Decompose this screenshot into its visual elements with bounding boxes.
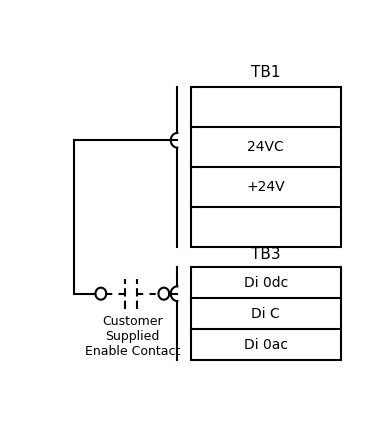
- Text: Di C: Di C: [252, 307, 280, 321]
- Text: TB1: TB1: [251, 65, 281, 80]
- Text: +24V: +24V: [247, 180, 285, 194]
- Text: Di 0ac: Di 0ac: [244, 338, 288, 352]
- Text: 24VC: 24VC: [247, 140, 284, 154]
- Bar: [191, 87, 341, 247]
- Text: TB3: TB3: [251, 247, 281, 262]
- Text: Di 0dc: Di 0dc: [244, 275, 288, 290]
- Text: Customer
Supplied
Enable Contact: Customer Supplied Enable Contact: [85, 315, 180, 359]
- Bar: [191, 267, 341, 360]
